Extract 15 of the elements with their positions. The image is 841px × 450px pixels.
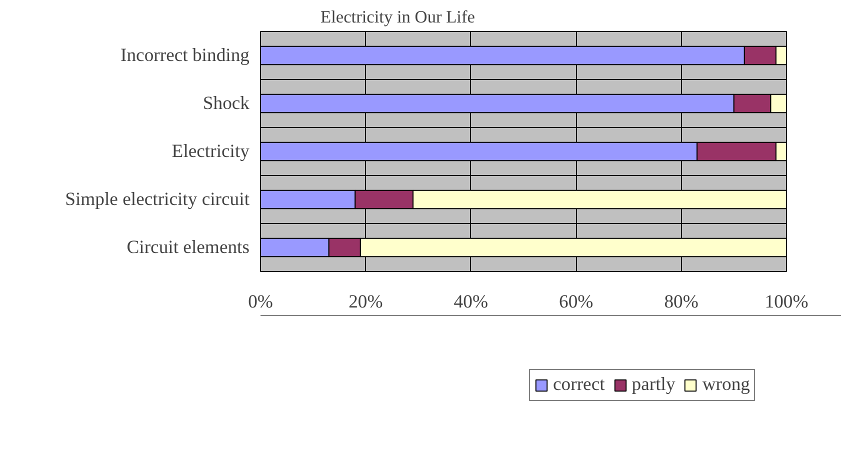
x-tick-label: 60% (559, 292, 594, 312)
x-tick-label: 40% (454, 292, 488, 312)
x-tick-label: 80% (664, 292, 698, 312)
legend-label: wrong (702, 374, 750, 396)
y-tick-label: Shock (202, 93, 250, 114)
x-tick-label: 0% (248, 292, 273, 312)
x-tick-label: 20% (348, 292, 383, 312)
chart-title: Electricity in Our Life (320, 8, 476, 26)
legend-label: correct (553, 374, 605, 396)
x-tick-label: 100% (764, 292, 808, 312)
y-tick-label: Electricity (172, 141, 250, 162)
y-tick-label: Simple electricity circuit (65, 189, 250, 210)
y-tick-label: Incorrect binding (120, 45, 250, 66)
legend-label: partly (632, 374, 676, 396)
y-tick-label: Circuit elements (126, 237, 250, 258)
